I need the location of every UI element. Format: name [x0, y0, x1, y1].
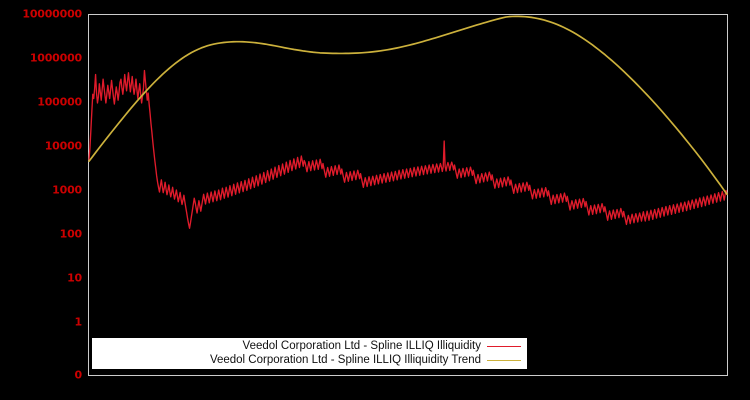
legend-item-label: Veedol Corporation Ltd - Spline ILLIQ Il…	[209, 353, 481, 366]
legend-color-swatch	[487, 346, 521, 348]
y-axis-tick-labels: 10000000 1000000 100000 10000 1000 100 10 1 0	[0, 0, 82, 400]
series-line-illiquidity-trend	[88, 15, 728, 196]
y-axis-tick-label: 100	[59, 227, 83, 241]
y-axis-tick-label: 1	[74, 315, 83, 329]
y-axis-tick-label: 0	[74, 368, 83, 382]
y-axis-tick-label: 1000000	[29, 51, 82, 65]
legend-item[interactable]: Veedol Corporation Ltd - Spline ILLIQ Il…	[92, 340, 521, 354]
y-axis-tick-label: 10	[67, 271, 82, 285]
axes-frame	[88, 14, 728, 376]
y-axis-tick-label: 100000	[37, 95, 82, 109]
legend-color-swatch	[487, 359, 521, 361]
legend-item[interactable]: Veedol Corporation Ltd - Spline ILLIQ Il…	[92, 354, 521, 368]
y-axis-tick-label: 10000	[44, 139, 82, 153]
legend-item-label: Veedol Corporation Ltd - Spline ILLIQ Il…	[242, 340, 481, 353]
chart-legend[interactable]: Veedol Corporation Ltd - Spline ILLIQ Il…	[92, 338, 527, 369]
y-axis-tick-label: 1000	[52, 183, 82, 197]
series-line-illiquidity	[88, 69, 728, 229]
y-axis-tick-label: 10000000	[22, 7, 82, 21]
series-layer	[88, 15, 728, 229]
